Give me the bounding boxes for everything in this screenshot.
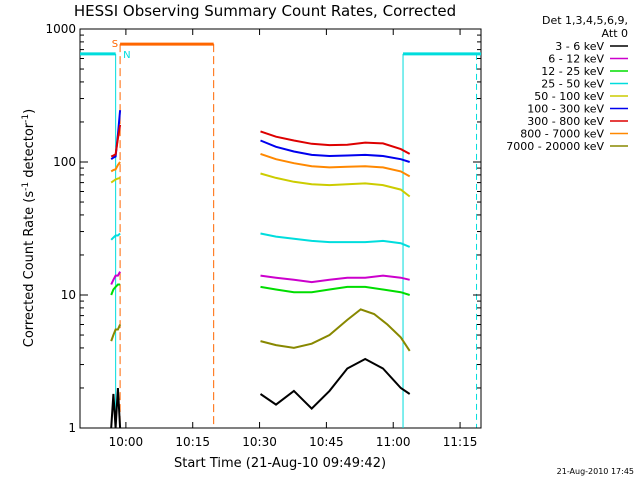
x-tick-label-3: 10:45 (309, 435, 344, 449)
series-6-segment-0 (110, 124, 122, 158)
series-2-segment-1 (260, 285, 411, 296)
night-label-n: N (123, 50, 130, 61)
x-tick-label-2: 10:30 (242, 435, 277, 449)
x-tick-label-5: 11:15 (443, 435, 478, 449)
legend-title-line1: Det 1,3,4,5,6,9, (542, 14, 628, 27)
series-8-segment-0 (110, 324, 122, 342)
legend-label-3: 25 - 50 keV (541, 78, 604, 91)
footer-timestamp: 21-Aug-2010 17:45 (557, 467, 634, 476)
x-axis-ticks: 10:00 10:15 10:30 10:45 11:00 11:15 (109, 29, 478, 449)
series-6-segment-1 (260, 130, 411, 155)
legend-label-2: 12 - 25 keV (541, 65, 604, 78)
series-1-segment-1 (260, 274, 410, 284)
y-tick-label-1: 100 (53, 155, 76, 169)
legend-label-4: 50 - 100 keV (534, 90, 604, 103)
x-tick-label-0: 10:00 (109, 435, 144, 449)
y-tick-label-3: 1 (68, 421, 76, 435)
series-1-segment-0 (110, 271, 121, 285)
x-tick-label-1: 10:15 (175, 435, 210, 449)
series-5-segment-1 (260, 139, 411, 163)
chart-title: HESSI Observing Summary Count Rates, Cor… (74, 2, 456, 20)
saa-label-s: S (112, 39, 118, 50)
series-3-segment-0 (110, 232, 121, 241)
legend-label-5: 100 - 300 keV (527, 103, 604, 116)
y-axis-label: Corrected Count Rate (s-1 detector-1) (21, 109, 37, 347)
legend-label-6: 300 - 800 keV (527, 115, 604, 128)
x-tick-label-4: 11:00 (376, 435, 411, 449)
series-0-segment-0 (110, 387, 122, 429)
legend-title-line2: Att 0 (602, 27, 628, 40)
plot-area: SN (80, 39, 481, 429)
series-3-segment-1 (260, 232, 411, 248)
legend-label-8: 7000 - 20000 keV (506, 140, 604, 153)
series-0-segment-1 (259, 357, 411, 411)
y-tick-label-2: 10 (61, 288, 76, 302)
series-4-segment-0 (110, 176, 121, 184)
plot-frame (79, 28, 482, 429)
series-7-segment-1 (260, 152, 411, 178)
series-5-segment-0 (110, 110, 122, 161)
y-axis-ticks: 1000 100 10 1 (45, 22, 481, 435)
x-axis-label: Start Time (21-Aug-10 09:49:42) (174, 456, 386, 471)
legend-label-1: 6 - 12 keV (548, 53, 604, 66)
series-7-segment-0 (110, 161, 121, 173)
legend-label-0: 3 - 6 keV (555, 40, 604, 53)
series-4-segment-1 (260, 172, 411, 198)
series-2-segment-0 (110, 283, 121, 296)
legend-label-7: 800 - 7000 keV (520, 128, 604, 141)
series-8-segment-1 (260, 308, 411, 352)
y-tick-label-0: 1000 (45, 22, 76, 36)
